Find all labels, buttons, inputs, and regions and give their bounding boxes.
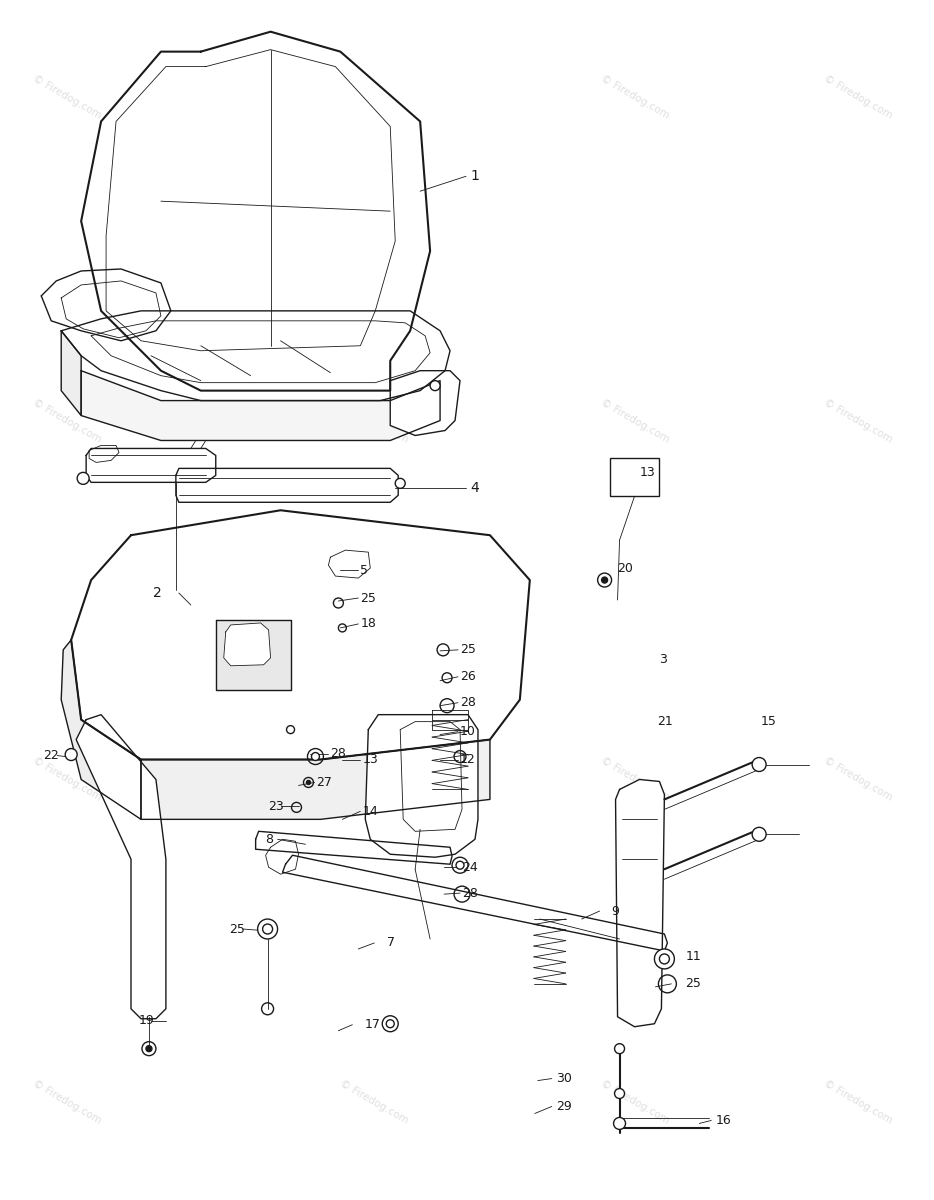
Circle shape (262, 924, 273, 934)
Polygon shape (62, 311, 450, 401)
Text: 30: 30 (556, 1072, 572, 1085)
Circle shape (598, 574, 612, 587)
Polygon shape (81, 371, 440, 440)
Circle shape (614, 1117, 626, 1129)
Text: © Firedog.com: © Firedog.com (31, 756, 103, 803)
Circle shape (659, 954, 670, 964)
Text: 19: 19 (139, 1014, 155, 1027)
Text: 5: 5 (361, 564, 368, 576)
Polygon shape (365, 715, 478, 857)
Text: 25: 25 (686, 977, 701, 990)
Circle shape (258, 919, 277, 938)
Polygon shape (86, 449, 216, 482)
Polygon shape (71, 510, 530, 760)
Text: 11: 11 (686, 950, 701, 964)
Text: 8: 8 (265, 833, 274, 846)
Polygon shape (265, 839, 299, 874)
Text: 25: 25 (229, 923, 245, 936)
Text: © Firedog.com: © Firedog.com (822, 397, 894, 444)
Text: 17: 17 (364, 1019, 380, 1031)
Circle shape (287, 726, 294, 733)
Circle shape (306, 780, 310, 785)
Text: 28: 28 (462, 887, 478, 900)
Circle shape (431, 380, 440, 391)
Text: 9: 9 (612, 905, 619, 918)
Circle shape (601, 577, 608, 583)
Polygon shape (62, 640, 141, 820)
Polygon shape (41, 269, 171, 341)
Circle shape (615, 1088, 625, 1098)
Text: © Firedog.com: © Firedog.com (599, 74, 671, 121)
Text: 14: 14 (362, 805, 378, 818)
Text: © Firedog.com: © Firedog.com (822, 756, 894, 803)
Text: © Firedog.com: © Firedog.com (822, 1079, 894, 1126)
Circle shape (387, 1020, 394, 1027)
Text: 3: 3 (659, 653, 667, 666)
Text: © Firedog.com: © Firedog.com (338, 756, 410, 803)
Circle shape (146, 1045, 152, 1051)
Text: 4: 4 (470, 481, 479, 496)
Text: 25: 25 (460, 643, 476, 656)
Polygon shape (329, 550, 370, 578)
Polygon shape (62, 331, 81, 415)
Polygon shape (616, 780, 664, 1027)
Polygon shape (390, 371, 460, 436)
Polygon shape (81, 31, 431, 391)
Text: © Firedog.com: © Firedog.com (599, 756, 671, 803)
Text: © Firedog.com: © Firedog.com (338, 1079, 410, 1126)
Text: © Firedog.com: © Firedog.com (599, 397, 671, 444)
Polygon shape (176, 468, 398, 503)
Text: 10: 10 (460, 725, 476, 738)
Text: 27: 27 (317, 776, 333, 788)
Text: 13: 13 (640, 466, 656, 479)
Text: © Firedog.com: © Firedog.com (338, 74, 410, 121)
Circle shape (78, 473, 89, 485)
Circle shape (311, 752, 319, 761)
Polygon shape (89, 445, 119, 462)
Text: 12: 12 (460, 754, 475, 766)
Polygon shape (283, 856, 668, 950)
Text: 13: 13 (362, 754, 378, 766)
Polygon shape (77, 715, 166, 1019)
Text: 29: 29 (556, 1100, 572, 1112)
Text: © Firedog.com: © Firedog.com (31, 397, 103, 444)
Polygon shape (256, 832, 452, 864)
Text: 21: 21 (658, 715, 673, 728)
Polygon shape (141, 739, 490, 820)
Circle shape (752, 757, 766, 772)
Text: 20: 20 (617, 562, 633, 575)
Text: © Firedog.com: © Firedog.com (822, 74, 894, 121)
Text: 7: 7 (388, 936, 395, 949)
Text: © Firedog.com: © Firedog.com (31, 74, 103, 121)
Text: © Firedog.com: © Firedog.com (599, 1079, 671, 1126)
Circle shape (65, 749, 78, 761)
Text: 23: 23 (269, 800, 284, 812)
Text: 1: 1 (470, 169, 479, 184)
Text: 18: 18 (361, 618, 376, 630)
Circle shape (752, 827, 766, 841)
Bar (610, 458, 659, 497)
Polygon shape (432, 709, 468, 730)
Text: © Firedog.com: © Firedog.com (31, 1079, 103, 1126)
Text: © Firedog.com: © Firedog.com (338, 397, 410, 444)
Circle shape (615, 1044, 625, 1054)
Polygon shape (216, 620, 290, 690)
Circle shape (655, 949, 674, 968)
Text: 24: 24 (462, 860, 478, 874)
Text: 2: 2 (153, 586, 162, 600)
Circle shape (456, 862, 464, 869)
Polygon shape (400, 721, 462, 832)
Text: 28: 28 (460, 696, 476, 709)
Text: 28: 28 (331, 748, 347, 760)
Text: 26: 26 (460, 671, 475, 683)
Circle shape (395, 479, 405, 488)
Text: 16: 16 (715, 1114, 731, 1127)
Text: 25: 25 (361, 592, 376, 605)
Polygon shape (224, 623, 271, 666)
Text: 15: 15 (761, 715, 777, 728)
Text: 22: 22 (43, 749, 59, 762)
